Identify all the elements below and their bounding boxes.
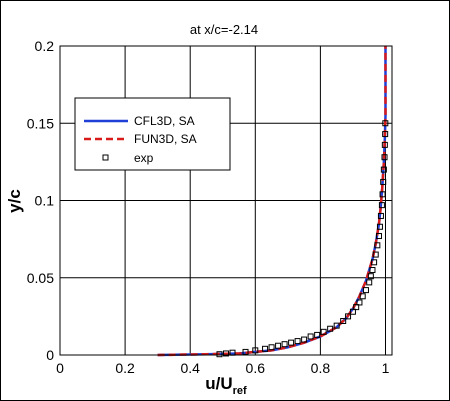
exp-data-point <box>356 299 363 306</box>
y-tick-label: 0.15 <box>27 115 54 131</box>
exp-data-point <box>382 131 389 138</box>
plot-area-border <box>59 45 393 356</box>
exp-data-point <box>362 287 369 294</box>
x-tick-label: 0 <box>56 360 64 376</box>
exp-data-point <box>294 338 301 345</box>
exp-data-point <box>281 341 288 348</box>
legend-label-exp: exp <box>134 151 154 165</box>
exp-data-point <box>252 347 259 354</box>
exp-data-point <box>288 339 295 346</box>
exp-data-point <box>359 293 366 300</box>
exp-data-point <box>372 251 379 258</box>
legend-box <box>74 97 231 171</box>
y-tick-label: 0.2 <box>35 38 55 54</box>
exp-data-point <box>349 308 356 315</box>
y-axis-label: y/c <box>5 189 24 213</box>
x-tick-label: 0.2 <box>115 360 135 376</box>
exp-data-point <box>381 141 388 148</box>
exp-data-point <box>381 154 388 161</box>
grid <box>60 46 392 355</box>
legend-marker-exp <box>102 154 109 161</box>
x-tick-label: 0.6 <box>246 360 266 376</box>
exp-data-point <box>333 322 340 329</box>
exp-data-point <box>379 191 386 198</box>
exp-data-point <box>262 345 269 352</box>
exp-data-point <box>380 178 387 185</box>
exp-data-point <box>353 304 360 311</box>
exp-data-point <box>320 328 327 335</box>
y-tick-label: 0 <box>46 347 54 363</box>
exp-data-point <box>376 223 383 230</box>
exp-data-point <box>366 279 373 286</box>
x-axis-label-main: u/U <box>205 374 232 393</box>
y-tick-label: 0.1 <box>35 193 55 209</box>
exp-data-point <box>345 313 352 320</box>
exp-data-point <box>242 348 249 355</box>
exp-data-point <box>369 267 376 274</box>
x-tick-label: 0.8 <box>311 360 331 376</box>
exp-data-point <box>268 344 275 351</box>
exp-data-point <box>340 318 347 325</box>
exp-data-point <box>377 212 384 219</box>
x-axis-label: u/Uref <box>205 374 247 397</box>
y-tick-label: 0.05 <box>27 270 54 286</box>
exp-data-point <box>371 259 378 266</box>
exp-data-point <box>314 331 321 338</box>
series-group <box>157 46 389 358</box>
chart-title: at x/c=-2.14 <box>190 22 258 37</box>
legend: CFL3D, SA FUN3D, SA exp <box>74 97 231 171</box>
ticks: 0 0.2 0.4 0.6 0.8 1 0 0.05 0.1 0.15 0.2 <box>27 38 390 376</box>
legend-label-cfl3d: CFL3D, SA <box>134 114 195 128</box>
exp-data-point <box>374 242 381 249</box>
x-tick-label: 1 <box>382 360 390 376</box>
exp-data-point <box>307 333 314 340</box>
exp-data-point <box>380 166 387 173</box>
exp-data-point <box>275 342 282 349</box>
exp-data-point <box>378 202 385 209</box>
exp-data-point <box>382 120 389 127</box>
exp-data-point <box>375 233 382 240</box>
legend-label-fun3d: FUN3D, SA <box>134 132 197 146</box>
exp-data-point <box>223 350 229 357</box>
x-tick-label: 0.4 <box>180 360 200 376</box>
exp-data-point <box>216 351 223 358</box>
x-axis-label-subscript: ref <box>233 385 247 397</box>
exp-data-point <box>367 273 374 280</box>
exp-data-point <box>327 325 334 332</box>
exp-data-point <box>301 336 308 343</box>
